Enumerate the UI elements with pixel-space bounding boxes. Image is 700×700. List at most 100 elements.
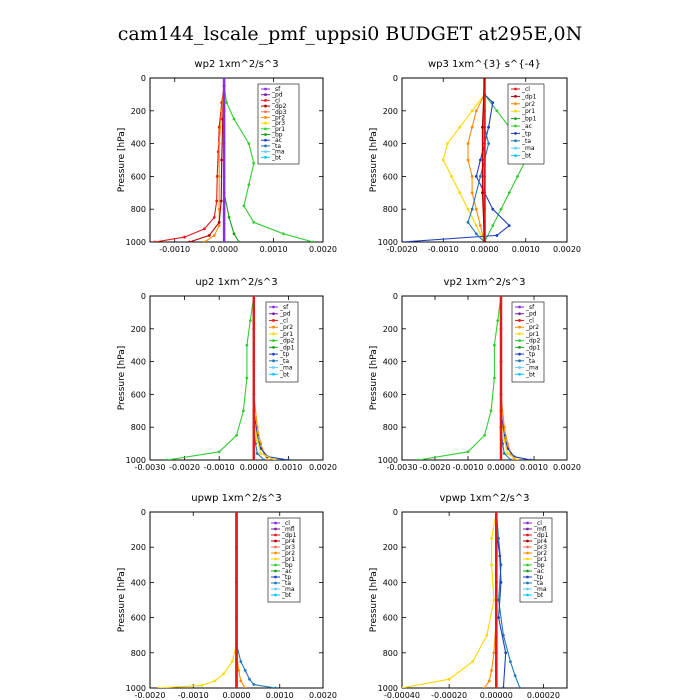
data-point xyxy=(165,458,169,460)
data-point xyxy=(282,232,285,236)
data-point xyxy=(485,633,489,637)
legend-marker xyxy=(274,545,277,549)
data-point xyxy=(481,191,484,195)
legend-marker xyxy=(514,102,517,106)
data-point xyxy=(492,651,496,655)
y-tick-label: 200 xyxy=(383,107,398,116)
panel-title: vp2 1xm^2/s^3 xyxy=(444,277,526,288)
y-tick-label: 400 xyxy=(131,578,146,587)
data-point xyxy=(217,220,221,224)
data-point xyxy=(483,175,486,178)
legend-label: _pr1 xyxy=(271,126,285,133)
legend-label: _bt xyxy=(279,371,290,378)
legend-label: _cl xyxy=(281,520,290,527)
data-point xyxy=(483,78,486,80)
data-point xyxy=(506,452,509,455)
legend-box xyxy=(507,83,545,165)
data-point xyxy=(483,142,486,146)
data-point xyxy=(252,296,256,298)
legend-label: _ma xyxy=(521,145,535,152)
legend-label: _bp xyxy=(281,562,293,569)
data-point xyxy=(518,686,522,688)
legend-label: _tp xyxy=(533,574,543,581)
data-point xyxy=(202,240,206,242)
data-point xyxy=(217,450,221,454)
legend-label: _pr2 xyxy=(279,324,293,331)
data-point xyxy=(239,679,243,683)
legend-marker xyxy=(514,132,517,135)
data-point xyxy=(219,199,223,203)
data-point xyxy=(493,343,496,347)
y-tick-label: 600 xyxy=(131,390,146,399)
legend-marker xyxy=(518,339,521,343)
legend-marker xyxy=(514,124,517,128)
legend-marker xyxy=(264,116,267,119)
y-tick-label: 600 xyxy=(383,614,398,623)
series-line-pr1 xyxy=(223,86,314,242)
legend-marker xyxy=(264,155,267,159)
data-point xyxy=(516,175,519,178)
panel-5: upwp 1xm^2/s^3 0 200 400 600 800 1000-0.0020 -0… xyxy=(117,493,337,700)
panel-title: up2 1xm^2/s^3 xyxy=(195,277,277,288)
legend-marker xyxy=(514,87,517,91)
y-tick-label: 800 xyxy=(131,649,146,658)
y-tick-label: 0 xyxy=(141,292,146,301)
data-point xyxy=(207,234,211,237)
data-point xyxy=(516,458,519,460)
data-point xyxy=(512,458,516,460)
data-point xyxy=(492,598,496,602)
legend-label: _ma xyxy=(279,365,293,372)
data-point xyxy=(222,78,226,80)
legend-marker xyxy=(264,150,267,154)
y-tick-label: 200 xyxy=(383,543,398,552)
data-point xyxy=(470,109,474,113)
legend-label: _ta xyxy=(525,358,535,365)
legend-marker xyxy=(274,563,277,567)
series-line-pr1 xyxy=(402,512,497,688)
x-tick-label: -0.0030 xyxy=(387,463,418,472)
data-point xyxy=(494,512,498,514)
data-point xyxy=(235,512,238,514)
legend-label: _ma xyxy=(533,586,547,593)
data-point xyxy=(487,125,491,129)
legend-marker xyxy=(526,521,529,525)
legend-label: _dp1 xyxy=(525,344,541,351)
legend-marker xyxy=(526,527,529,531)
data-point xyxy=(217,175,221,178)
x-tick-label: -0.0020 xyxy=(420,463,451,472)
series-line-dp2 xyxy=(167,296,255,460)
legend-marker xyxy=(514,139,517,143)
legend-marker xyxy=(264,104,267,108)
data-point xyxy=(478,175,482,178)
legend-label: _ac xyxy=(521,123,532,130)
data-point xyxy=(481,125,484,129)
legend-label: _pr2 xyxy=(525,324,539,331)
x-tick-label: -0.0010 xyxy=(428,245,459,254)
legend-marker xyxy=(514,117,517,120)
data-point xyxy=(499,360,503,363)
legend-label: _dp2 xyxy=(525,338,541,345)
legend-marker xyxy=(272,352,275,356)
legend-label: _pr4 xyxy=(533,538,547,545)
y-tick-label: 200 xyxy=(131,325,146,334)
data-point xyxy=(495,109,499,113)
y-tick-label: 1000 xyxy=(378,456,398,465)
data-point xyxy=(470,125,474,129)
legend-marker xyxy=(274,539,277,543)
legend-label: _dp1 xyxy=(281,532,297,539)
x-tick-label: -0.0020 xyxy=(387,245,418,254)
series-line-pr1 xyxy=(442,94,485,242)
data-point xyxy=(495,234,499,237)
legend-label: _pr3 xyxy=(281,544,295,551)
legend-marker xyxy=(264,98,267,102)
data-point xyxy=(478,158,482,162)
data-point xyxy=(311,240,315,242)
y-tick-label: 1000 xyxy=(378,684,398,693)
legend-label: _pr4 xyxy=(281,538,295,545)
legend-marker xyxy=(274,593,277,597)
legend-marker xyxy=(526,593,529,597)
x-tick-label: 0.00020 xyxy=(527,691,560,700)
legend-label: _dp1 xyxy=(521,93,537,100)
panel-title: upwp 1xm^2/s^3 xyxy=(191,493,281,504)
legend-marker xyxy=(518,305,521,309)
